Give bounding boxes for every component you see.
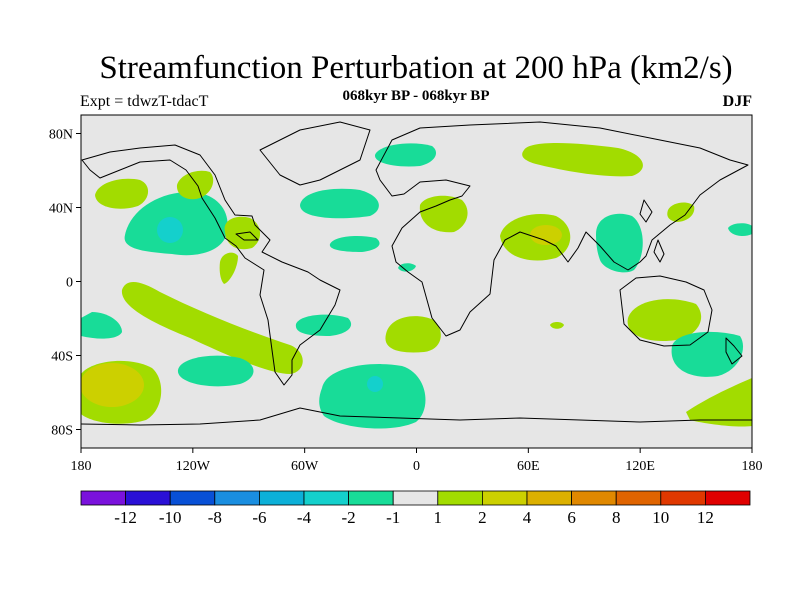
anomaly-blob [367,376,383,392]
colorbar-swatch [258,490,305,506]
colorbar-swatch [169,490,216,506]
anomaly-blob [295,314,352,336]
anomaly-blob [596,213,643,273]
lon-tick-label: 60E [517,459,540,474]
colorbar-label: 10 [652,508,669,527]
colorbar-label: -4 [297,508,312,527]
colorbar-swatch [392,490,439,506]
anomaly-blob [398,263,416,272]
colorbar-swatch [214,490,260,506]
colorbar-swatch [80,490,126,506]
lat-tick-label: 0 [66,276,73,291]
colorbar-swatch [526,490,572,506]
lat-tick-label: 80S [51,424,73,439]
lon-tick-label: 0 [413,459,420,474]
colorbar-label: 1 [434,508,443,527]
lon-tick-label: 120W [176,459,211,474]
colorbar-label: 6 [567,508,576,527]
anomaly-blob [177,355,254,387]
anomaly-blob [176,170,214,200]
colorbar-label: 4 [523,508,532,527]
colorbar-swatch [125,490,171,506]
experiment-label: Expt = tdwzT-tdacT [80,93,209,110]
lon-tick-label: 60W [291,459,319,474]
anomaly-blob [671,331,744,377]
colorbar-swatch [660,490,706,506]
anomaly-blob [319,364,426,429]
latitude-axis: 80N 40N 0 40S 80S [49,128,81,439]
colorbar-swatch [615,490,662,506]
plot-subtitle: 068kyr BP - 068kyr BP [342,88,490,104]
lon-tick-label: 180 [742,459,763,474]
anomaly-blob [81,312,122,339]
colorbar-label: -8 [208,508,222,527]
colorbar-swatch [705,490,751,506]
colorbar-label: -1 [386,508,400,527]
lon-tick-label: 180 [71,459,92,474]
anomaly-blob [300,188,379,219]
anomaly-blob [530,225,562,245]
longitude-axis: 180 120W 60W 0 60E 120E 180 [71,448,763,474]
plot-title: Streamfunction Perturbation at 200 hPa (… [99,50,733,86]
anomaly-blob [385,316,441,353]
anomaly-blob [81,363,144,407]
colorbar-swatch [571,490,617,506]
anomaly-blob [95,178,149,209]
season-label: DJF [722,93,752,110]
coastlines [81,121,752,426]
anomaly-blob [627,299,702,342]
colorbar-label: -12 [114,508,137,527]
colorbar-label: 2 [478,508,487,527]
lat-tick-label: 40N [49,202,73,217]
colorbar-label: -6 [252,508,266,527]
anomaly-blob [374,143,436,167]
colorbar-label: 8 [612,508,621,527]
colorbar-label: -10 [159,508,182,527]
anomaly-blob [157,217,183,243]
anomaly-blob [329,236,380,252]
anomaly-blob [219,252,238,284]
colorbar-label: 12 [697,508,714,527]
lon-tick-label: 120E [625,459,655,474]
colorbar-swatch [437,490,483,506]
anomaly-blob [728,223,752,236]
anomaly-blob [667,202,695,222]
colorbar-swatch [303,490,349,506]
anomaly-blob [686,378,752,427]
colorbar-swatch [348,490,394,506]
anomaly-blob [550,322,564,329]
lat-tick-label: 80N [49,128,73,143]
anomaly-blob [419,195,468,233]
anomaly-blob [121,281,303,374]
colorbar-swatch [481,490,528,506]
anomaly-blob [522,143,643,177]
colorbar-label: -2 [342,508,356,527]
lat-tick-label: 40S [51,350,73,365]
colorbar: -12 -10 -8 -6 -4 -2 -1 1 2 4 6 8 10 12 [80,490,751,527]
